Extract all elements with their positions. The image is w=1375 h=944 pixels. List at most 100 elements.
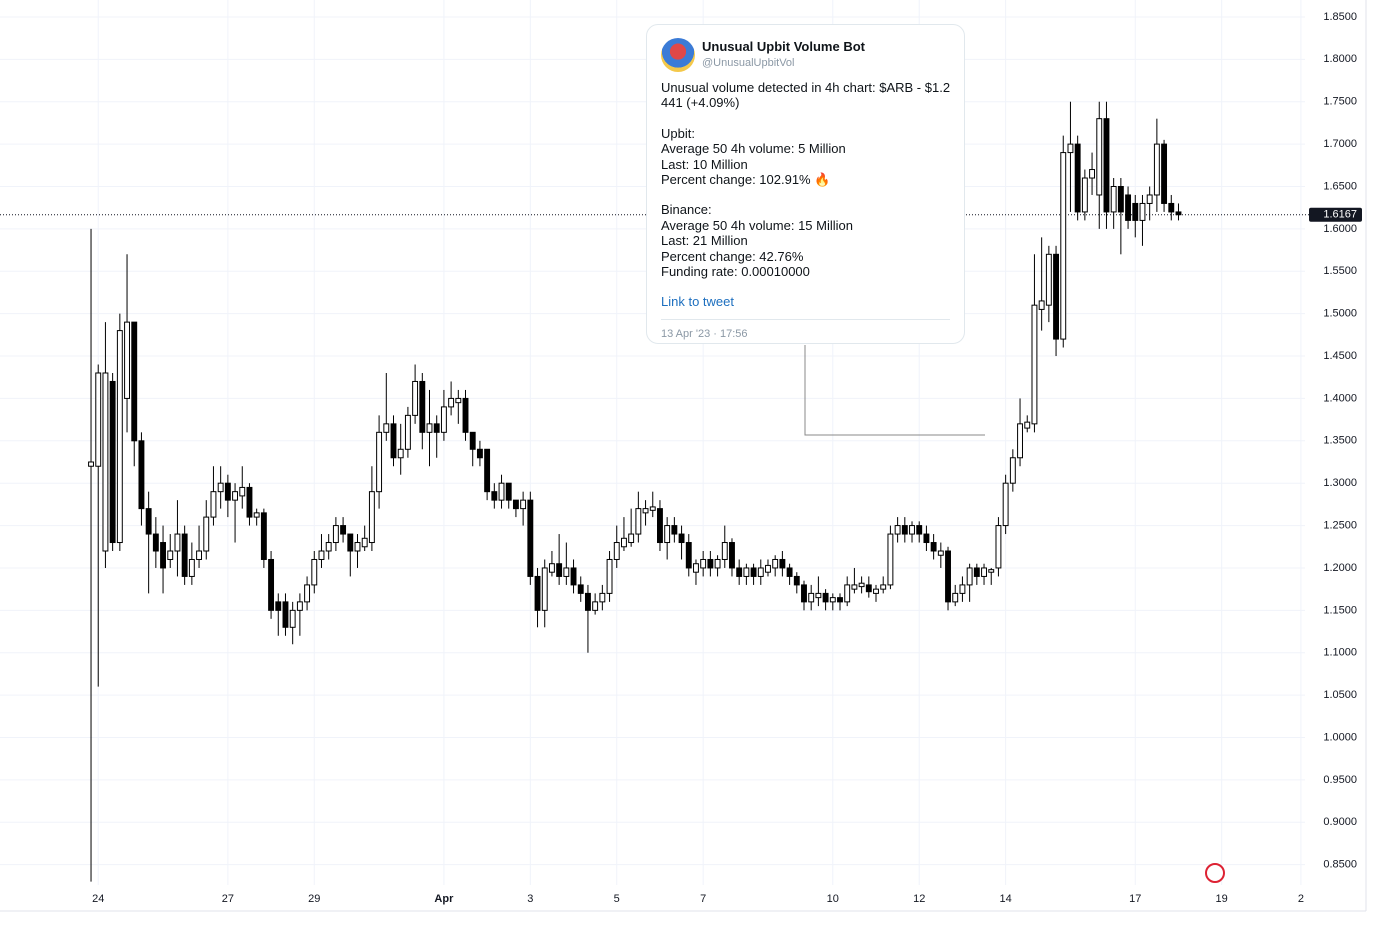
candle-body xyxy=(721,542,728,560)
candle-body xyxy=(901,525,908,535)
candle-body xyxy=(592,601,599,611)
candle-body xyxy=(880,584,887,590)
y-tick-label: 1.1500 xyxy=(1323,604,1357,616)
y-tick-label: 1.3500 xyxy=(1323,435,1357,447)
y-tick-label: 1.8000 xyxy=(1323,53,1357,65)
candle-body xyxy=(491,491,498,501)
candle-body xyxy=(152,533,159,552)
tweet-line: Last: 10 Million xyxy=(661,156,748,172)
candle-body xyxy=(765,564,771,573)
candle-body xyxy=(909,525,915,535)
candle-body xyxy=(808,592,815,603)
candle-body xyxy=(1132,202,1139,221)
y-tick-label: 0.8500 xyxy=(1323,859,1357,871)
candle-body xyxy=(527,499,534,577)
y-tick-label: 1.2500 xyxy=(1323,519,1357,531)
candle-body xyxy=(1031,304,1038,425)
candle-body xyxy=(1024,421,1031,429)
y-tick-label: 1.0500 xyxy=(1323,689,1357,701)
candle-body xyxy=(801,584,807,603)
candle-body xyxy=(873,588,879,594)
candle-body xyxy=(815,592,822,599)
y-tick-label: 1.6500 xyxy=(1323,180,1357,192)
candle-body xyxy=(296,601,303,611)
candle-body xyxy=(822,592,829,603)
candle-body xyxy=(693,563,699,573)
x-tick-label: 19 xyxy=(1216,893,1228,905)
candle-body xyxy=(570,567,577,586)
candle-body xyxy=(217,482,224,493)
candle-body xyxy=(188,558,195,577)
candle-body xyxy=(649,506,656,511)
candle-body xyxy=(1060,152,1067,340)
candle-body xyxy=(311,558,318,586)
candle-body xyxy=(95,372,102,467)
candle-body xyxy=(412,380,419,416)
candle-body xyxy=(750,567,757,577)
last-price-box xyxy=(1309,207,1362,222)
candle-body xyxy=(628,533,635,544)
candle-body xyxy=(772,558,779,569)
y-tick-label: 1.2000 xyxy=(1323,562,1357,574)
candle-body xyxy=(160,542,166,569)
candle-body xyxy=(952,592,959,603)
candle-body xyxy=(116,330,123,544)
candle-body xyxy=(685,542,692,569)
x-tick-label: 29 xyxy=(308,893,320,905)
y-tick-label: 0.9500 xyxy=(1323,774,1357,786)
candle-body xyxy=(1146,194,1153,204)
candle-body xyxy=(635,508,642,535)
candle-body xyxy=(1096,118,1103,196)
candle-body xyxy=(844,584,851,603)
candle-body xyxy=(995,525,1002,569)
y-tick-label: 1.8500 xyxy=(1323,11,1357,23)
candle-body xyxy=(1110,185,1117,213)
candle-body xyxy=(894,525,901,535)
tweet-author: Unusual Upbit Volume Bot @UnusualUpbitVo… xyxy=(702,39,865,72)
candle-body xyxy=(318,550,325,560)
candle-body xyxy=(541,567,548,611)
candle-body xyxy=(1002,482,1009,527)
x-tick-label: 3 xyxy=(527,893,533,905)
candle-body xyxy=(174,533,181,552)
candle-body xyxy=(757,567,764,577)
candle-body xyxy=(577,584,584,594)
candle-body xyxy=(325,542,332,552)
tweet-line: Binance: xyxy=(661,202,712,218)
candle-body xyxy=(534,575,541,611)
candle-body xyxy=(448,397,455,408)
candle-body xyxy=(484,448,491,493)
candle-body xyxy=(440,406,447,433)
tweet-line: Funding rate: 0.00010000 xyxy=(661,264,810,280)
y-tick-label: 1.7500 xyxy=(1323,96,1357,108)
candle-body xyxy=(793,575,800,586)
candle-body xyxy=(887,533,894,586)
x-tick-label: 17 xyxy=(1129,893,1141,905)
candle-body xyxy=(1089,169,1096,179)
candle-body xyxy=(779,558,786,569)
avatar xyxy=(661,38,695,72)
author-handle: @UnusualUpbitVol xyxy=(702,57,795,69)
candle-body xyxy=(700,558,707,569)
candle-body xyxy=(520,499,527,510)
candle-body xyxy=(390,423,397,459)
candle-body xyxy=(599,592,606,603)
candle-body xyxy=(664,525,671,544)
candle-body xyxy=(131,321,138,442)
candle-body xyxy=(1074,143,1081,213)
y-tick-label: 1.1000 xyxy=(1323,647,1357,659)
candle-body xyxy=(1168,202,1175,213)
candle-body xyxy=(916,525,923,535)
upbit-block: Upbit: Average 50 4h volume: 5 Million Las… xyxy=(661,126,950,188)
y-tick-label: 1.0000 xyxy=(1323,731,1357,743)
candle-body xyxy=(606,558,613,594)
candle-body xyxy=(181,533,188,577)
candle-body xyxy=(966,567,973,586)
tweet-link[interactable]: Link to tweet xyxy=(661,294,734,310)
x-tick-label: 24 xyxy=(92,893,104,905)
x-tick-label: 12 xyxy=(913,893,925,905)
candle-body xyxy=(224,482,231,501)
candle-body xyxy=(239,486,246,497)
x-tick-label: 14 xyxy=(1000,893,1012,905)
candle-body xyxy=(433,423,440,433)
